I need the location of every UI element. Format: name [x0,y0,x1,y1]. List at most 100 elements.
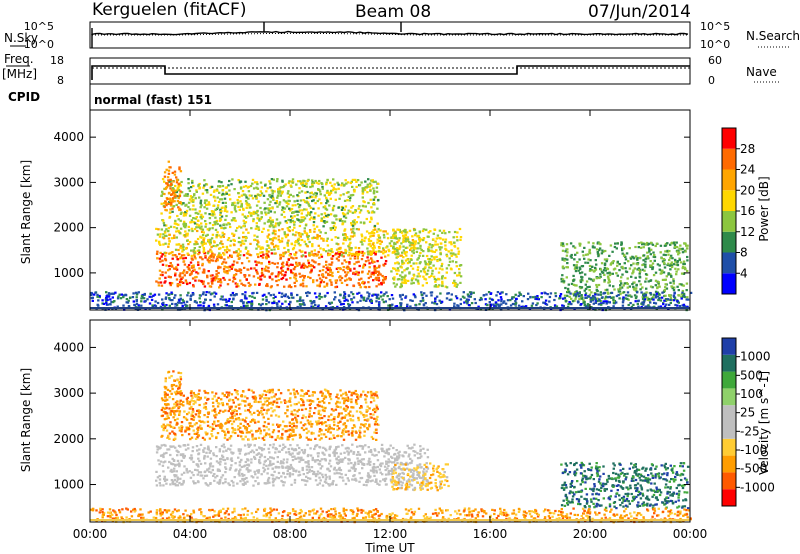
scatter-cell [361,254,365,257]
scatter-cell [271,302,274,305]
scatter-cell [155,280,158,283]
scatter-cell [390,467,394,470]
scatter-cell [270,285,273,288]
scatter-cell [277,247,280,250]
scatter-cell [305,285,308,288]
scatter-cell [179,227,183,230]
scatter-cell [371,246,374,250]
scatter-cell [291,216,294,219]
scatter-cell [216,244,219,247]
scatter-cell [427,257,430,261]
scatter-cell [317,263,320,266]
scatter-cell [211,259,215,262]
scatter-cell [197,212,200,215]
scatter-cell [301,254,305,257]
scatter-cell [311,237,314,240]
scatter-cell [420,455,423,458]
scatter-cell [301,282,305,285]
scatter-cell [323,205,327,208]
scatter-cell [160,194,163,197]
scatter-cell [312,236,316,239]
scatter-cell [202,280,205,283]
scatter-cell [387,464,390,467]
scatter-cell [291,448,294,451]
scatter-cell [271,207,274,210]
scatter-cell [165,451,168,455]
scatter-cell [173,463,177,466]
freq-unit-label: [MHz] [2,67,37,81]
scatter-cell [218,191,221,194]
scatter-cell [564,300,568,303]
scatter-cell [632,271,635,274]
scatter-cell [406,444,409,447]
scatter-cell [636,258,639,261]
scatter-cell [342,233,345,236]
scatter-cell [359,286,362,289]
scatter-cell [215,234,218,237]
scatter-cell [178,481,181,485]
scatter-cell [561,257,564,260]
scatter-cell [263,482,266,485]
scatter-cell [302,199,305,202]
scatter-cell [401,263,404,266]
scatter-cell [298,263,301,266]
scatter-cell [412,281,415,285]
scatter-cell [572,245,575,248]
scatter-cell [408,483,412,486]
scatter-cell [164,200,167,204]
scatter-cell [672,280,675,283]
scatter-cell [171,481,174,484]
scatter-cell [413,443,416,446]
scatter-cell [607,281,610,284]
scatter-cell [561,258,564,261]
scatter-cell [182,245,185,249]
scatter-cell [334,448,338,451]
scatter-cell [387,448,390,451]
scatter-cell [381,281,384,284]
scatter-cell [175,203,178,206]
scatter-cell [325,198,329,201]
scatter-cell [444,285,447,288]
scatter-cell [282,210,286,214]
scatter-cell [216,231,219,234]
scatter-cell [392,245,395,248]
scatter-cell [379,295,383,298]
colorbar-segment [722,169,736,191]
scatter-cell [267,211,270,215]
scatter-cell [593,296,597,299]
scatter-cell [298,234,301,237]
scatter-cell [612,305,615,308]
scatter-cell [218,234,221,237]
scatter-cell [403,251,407,254]
scatter-cell [617,293,620,297]
scatter-cell [244,304,248,307]
scatter-cell [252,451,256,454]
scatter-cell [265,250,269,253]
scatter-cell [178,232,182,235]
scatter-cell [259,181,263,184]
scatter-cell [651,267,654,271]
scatter-cell [665,303,668,306]
scatter-cell [572,283,576,286]
scatter-cell [248,274,251,277]
scatter-cell [373,196,377,199]
scatter-cell [649,293,653,296]
scatter-cell [239,250,242,253]
scatter-cell [651,243,655,246]
scatter-cell [283,233,287,236]
scatter-cell [281,465,284,468]
scatter-cell [230,255,233,258]
scatter-cell [206,228,209,231]
scatter-cell [427,231,430,234]
scatter-cell [448,260,452,263]
scatter-cell [158,257,162,260]
scatter-cell [569,242,573,245]
scatter-cell [357,282,360,285]
scatter-cell [164,276,167,279]
scatter-cell [497,299,500,302]
scatter-cell [645,287,648,290]
scatter-cell [90,291,93,295]
scatter-cell [609,244,613,247]
scatter-cell [276,266,279,269]
scatter-cell [439,292,442,295]
